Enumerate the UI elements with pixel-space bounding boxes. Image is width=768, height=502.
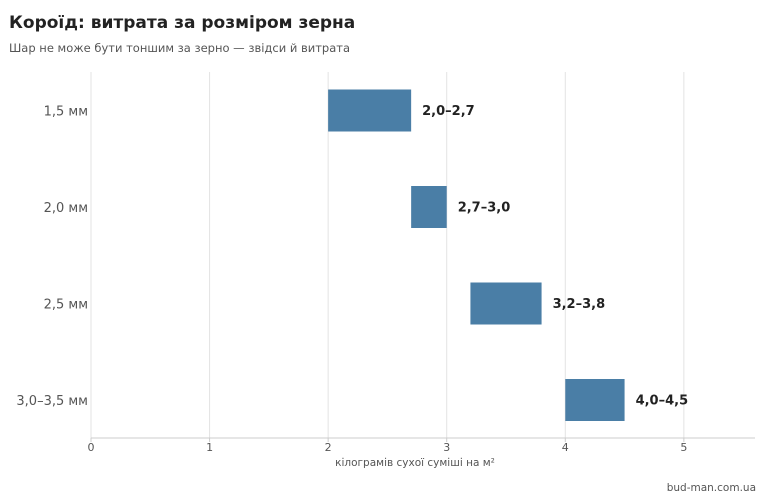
range-bar: [470, 282, 542, 325]
category-label: 2,5 мм: [44, 298, 88, 313]
category-label: 2,0 мм: [44, 201, 88, 216]
range-bar: [411, 186, 447, 228]
data-label: 2,0–2,7: [422, 104, 475, 119]
range-bar: [328, 89, 412, 132]
x-tick-label: 4: [562, 441, 569, 454]
x-tick-label: 5: [680, 441, 687, 454]
x-tick-label: 1: [206, 441, 213, 454]
x-axis-title: кілограмів сухої суміші на м²: [335, 457, 495, 469]
data-label: 3,2–3,8: [553, 297, 606, 312]
category-label: 1,5 мм: [44, 105, 88, 120]
x-tick-label: 3: [443, 441, 450, 454]
category-label: 3,0–3,5 мм: [16, 394, 88, 409]
source-credit: bud-man.com.ua: [666, 482, 756, 494]
data-label: 2,7–3,0: [458, 201, 511, 216]
data-label: 4,0–4,5: [636, 394, 689, 409]
x-tick-label: 0: [88, 441, 95, 454]
chart-subtitle: Шар не може бути тоншим за зерно — звідс…: [9, 41, 350, 55]
range-bar: [565, 379, 625, 421]
x-tick-label: 2: [325, 441, 332, 454]
chart-title: Короїд: витрата за розміром зерна: [9, 13, 356, 33]
